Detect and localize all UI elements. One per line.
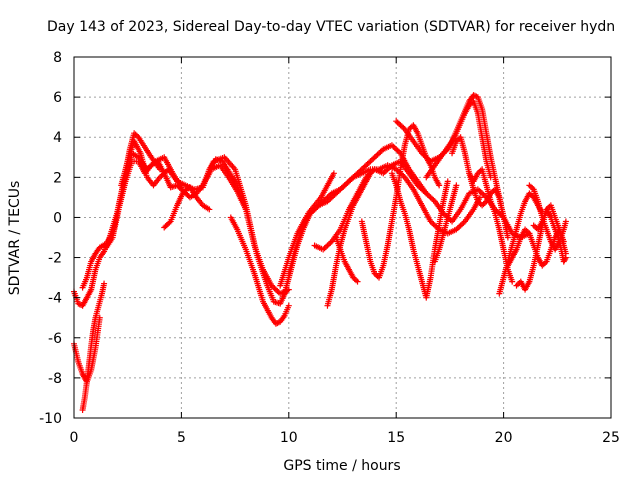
series-arc-2 <box>79 280 108 413</box>
series-arc-15 <box>333 234 361 285</box>
plot-border <box>73 56 612 419</box>
data-point <box>562 218 569 225</box>
y-tick-label: -4 <box>48 291 62 307</box>
data-point <box>101 280 108 287</box>
data-point <box>367 170 374 177</box>
data-point <box>453 182 460 189</box>
y-tick-label: 0 <box>53 210 62 226</box>
series-arc-26 <box>526 182 569 253</box>
data-point <box>509 278 516 285</box>
x-tick-label: 15 <box>387 430 405 446</box>
y-tick-label: 6 <box>53 90 62 106</box>
data-point <box>444 178 451 185</box>
data-point <box>206 206 213 213</box>
y-tick-label: -10 <box>39 411 62 427</box>
series-arc-20 <box>431 182 460 265</box>
series-arc-17 <box>388 170 451 301</box>
series-arc-21 <box>449 134 533 241</box>
y-tick-label: -2 <box>48 251 62 267</box>
series-arc-22 <box>466 166 516 285</box>
x-tick-label: 5 <box>177 430 186 446</box>
x-tick-label: 25 <box>602 430 620 446</box>
data-point <box>166 219 173 226</box>
series-arc-12 <box>285 170 337 277</box>
series-arc-10 <box>281 162 483 297</box>
data-point <box>562 254 569 261</box>
series-arc-27 <box>530 206 569 265</box>
y-tick-label: -6 <box>48 331 62 347</box>
series-arc-8 <box>199 154 290 307</box>
series-arc-7 <box>161 184 213 231</box>
x-axis-label: GPS time / hours <box>283 458 400 474</box>
y-axis-label: SDTVAR / TECUs <box>7 181 23 296</box>
y-tick-label: -8 <box>48 371 62 387</box>
data-point <box>504 234 511 241</box>
y-tick-label: 4 <box>53 130 62 146</box>
data-point <box>330 170 337 177</box>
x-tick-label: 20 <box>495 430 513 446</box>
axis-ticks: 0 5 10 15 20 25 -10 -8 -6 -4 -2 0 2 4 6 8 <box>39 50 620 446</box>
series-arc-14 <box>324 170 374 309</box>
data-point <box>285 302 292 309</box>
chart-title: Day 143 of 2023, Sidereal Day-to-day VTE… <box>47 19 615 35</box>
y-tick-label: 8 <box>53 50 62 66</box>
data-point <box>436 182 443 189</box>
y-tick-label: 2 <box>53 170 62 186</box>
data-point <box>562 255 569 262</box>
data-points <box>71 92 569 413</box>
data-point <box>354 278 361 285</box>
x-tick-label: 10 <box>280 430 298 446</box>
x-tick-label: 0 <box>70 430 79 446</box>
series-arc-9 <box>227 214 292 327</box>
